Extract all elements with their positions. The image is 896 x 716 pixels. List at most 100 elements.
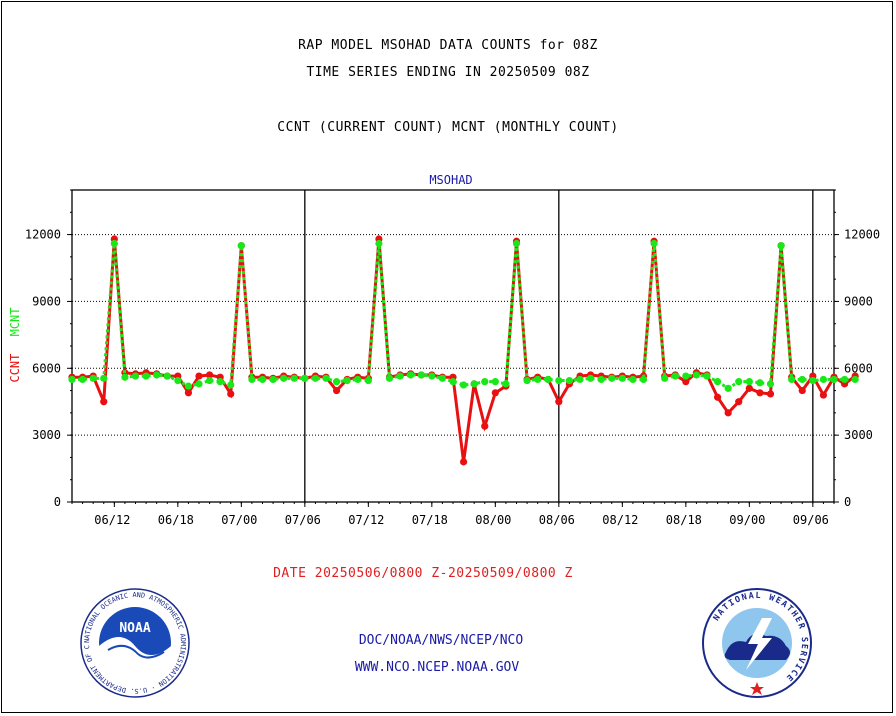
nws-logo: NATIONAL WEATHER SERVICE xyxy=(702,588,812,698)
data-point-mcnt xyxy=(142,372,150,380)
x-tick-label: 07/12 xyxy=(348,513,384,527)
date-range-label: DATE 20250506/0800 Z-20250509/0800 Z xyxy=(273,566,573,581)
y-tick-label-left: 6000 xyxy=(32,361,61,375)
x-tick-label: 08/06 xyxy=(539,513,575,527)
data-point-mcnt xyxy=(417,371,425,379)
data-point-mcnt xyxy=(121,373,129,381)
data-point-mcnt xyxy=(311,374,320,382)
data-point-mcnt xyxy=(661,374,669,382)
data-point-mcnt xyxy=(788,375,796,384)
data-point-mcnt xyxy=(724,384,732,392)
y-tick-label-left: 9000 xyxy=(32,294,61,308)
data-point-ccnt xyxy=(735,398,743,406)
website-link[interactable]: WWW.NCO.NCEP.NOAA.GOV xyxy=(354,660,520,675)
data-point-mcnt xyxy=(534,375,542,384)
series-ccnt xyxy=(68,235,859,466)
data-point-mcnt xyxy=(110,239,118,248)
data-point-mcnt xyxy=(840,375,849,384)
data-point-mcnt xyxy=(544,375,552,384)
data-point-mcnt xyxy=(216,378,224,386)
data-point-mcnt xyxy=(248,375,256,384)
data-point-mcnt xyxy=(163,372,171,380)
data-point-ccnt xyxy=(819,391,828,399)
data-point-mcnt xyxy=(396,372,404,380)
data-point-mcnt xyxy=(565,376,574,385)
data-point-ccnt xyxy=(100,398,108,406)
data-point-ccnt xyxy=(184,389,193,397)
data-point-mcnt xyxy=(597,375,605,384)
chart-plot: MSOHAD CCNT MCNT 0 0 3000 3000 6000 6000 9000 9… xyxy=(8,173,880,527)
data-point-ccnt xyxy=(766,390,775,398)
y-tick-label-left: 12000 xyxy=(25,228,61,242)
data-point-mcnt xyxy=(481,378,489,386)
data-point-ccnt xyxy=(713,393,722,401)
data-point-mcnt xyxy=(68,375,76,384)
data-point-mcnt xyxy=(364,376,372,385)
data-point-ccnt xyxy=(745,384,753,392)
y-tick-label-right: 6000 xyxy=(844,361,873,375)
data-point-ccnt xyxy=(682,378,690,386)
data-point-ccnt xyxy=(798,386,806,395)
y-tick-label-left: 3000 xyxy=(32,428,61,442)
data-point-mcnt xyxy=(438,374,447,382)
y-tick-label-right: 3000 xyxy=(844,428,873,442)
x-tick-label: 07/06 xyxy=(285,513,321,527)
data-point-mcnt xyxy=(809,376,817,385)
chart-title-line-2: TIME SERIES ENDING IN 20250509 08Z xyxy=(306,65,590,80)
data-point-mcnt xyxy=(639,375,648,384)
y-axis-label-mcnt: MCNT xyxy=(8,307,22,336)
y-tick-label-right: 9000 xyxy=(844,294,873,308)
data-point-mcnt xyxy=(174,376,182,385)
data-point-ccnt xyxy=(205,371,214,379)
data-point-mcnt xyxy=(78,375,87,384)
data-point-mcnt xyxy=(407,371,415,379)
data-point-mcnt xyxy=(269,375,277,384)
x-tick-label: 08/12 xyxy=(602,513,638,527)
data-point-mcnt xyxy=(618,374,626,382)
data-point-mcnt xyxy=(258,375,267,384)
plot-border xyxy=(71,189,835,503)
data-point-mcnt xyxy=(343,376,351,385)
org-line: DOC/NOAA/NWS/NCEP/NCO xyxy=(358,633,524,648)
series-line-mcnt xyxy=(72,243,856,391)
data-point-ccnt xyxy=(195,372,203,380)
y-axis-label: CCNT MCNT xyxy=(8,307,22,382)
data-point-mcnt xyxy=(491,378,499,386)
y-axis-label-ccnt: CCNT xyxy=(8,354,22,383)
data-point-ccnt xyxy=(491,389,499,397)
data-point-mcnt xyxy=(385,374,394,382)
data-point-mcnt xyxy=(798,375,806,384)
data-point-mcnt xyxy=(766,380,775,388)
data-point-mcnt xyxy=(555,376,563,385)
data-point-mcnt xyxy=(449,378,457,386)
data-point-mcnt xyxy=(682,372,690,380)
data-point-ccnt xyxy=(756,389,764,397)
noaa-logo-text: NOAA xyxy=(119,621,150,636)
data-point-mcnt xyxy=(195,380,203,388)
data-point-mcnt xyxy=(100,374,108,382)
data-point-mcnt xyxy=(650,239,658,248)
data-point-ccnt xyxy=(481,422,489,430)
data-point-mcnt xyxy=(354,375,362,384)
noaa-logo: NATIONAL OCEANIC AND ATMOSPHERIC ADMINIS… xyxy=(80,588,190,698)
series-line-ccnt xyxy=(72,238,857,463)
data-point-mcnt xyxy=(502,380,510,388)
chart-subtitle: CCNT (CURRENT COUNT) MCNT (MONTHLY COUNT… xyxy=(277,120,619,135)
data-point-mcnt xyxy=(301,374,309,382)
data-point-mcnt xyxy=(830,375,838,384)
data-point-ccnt xyxy=(332,386,341,395)
data-point-ccnt xyxy=(459,458,468,466)
x-tick-label: 09/00 xyxy=(729,513,765,527)
panel-title: MSOHAD xyxy=(429,173,472,187)
data-point-mcnt xyxy=(777,242,785,250)
data-point-mcnt xyxy=(184,382,193,390)
data-point-mcnt xyxy=(375,239,383,248)
data-point-ccnt xyxy=(724,409,732,417)
series-mcnt xyxy=(68,239,859,392)
data-point-mcnt xyxy=(819,375,828,384)
data-point-mcnt xyxy=(692,371,701,379)
data-point-mcnt xyxy=(851,375,859,384)
data-point-mcnt xyxy=(332,378,341,386)
data-point-mcnt xyxy=(523,376,531,385)
